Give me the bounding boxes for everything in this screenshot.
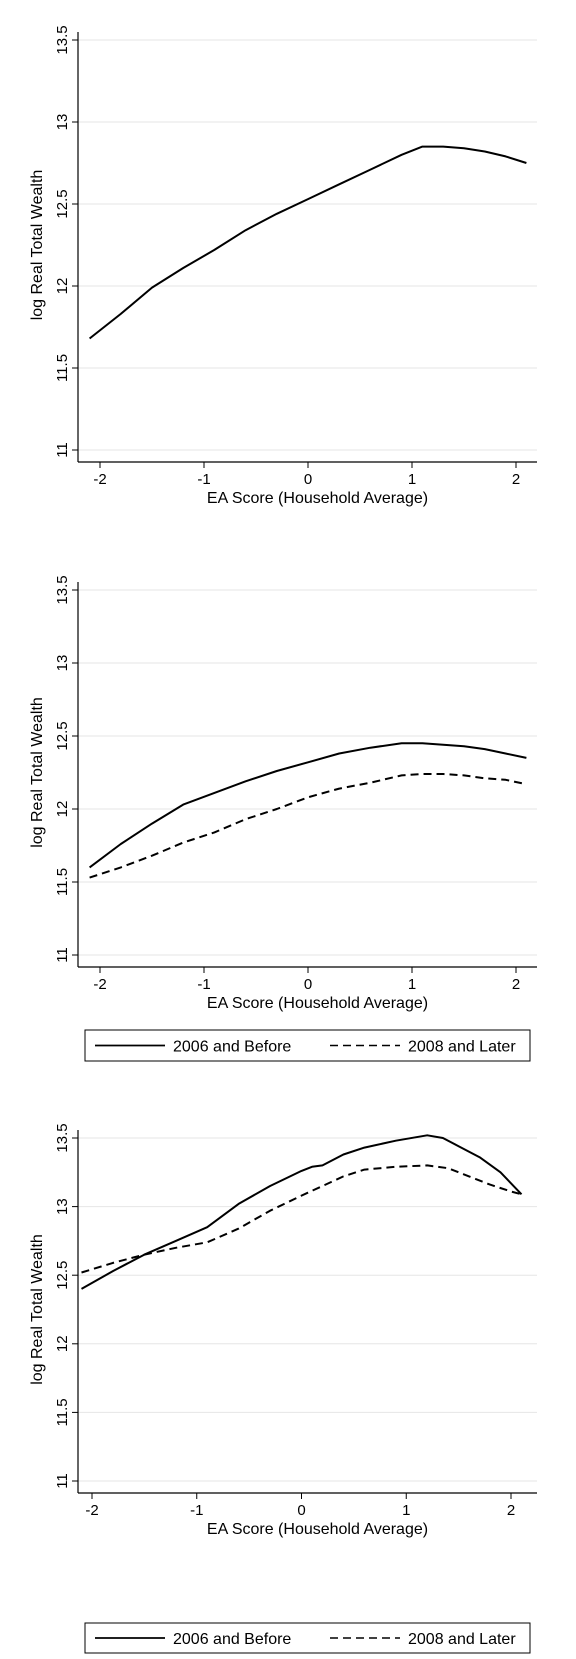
legend-label-1: 2006 and Before — [173, 1631, 291, 1648]
legend: 2006 and Before 2008 and Later — [84, 1622, 531, 1654]
y-axis-label: log Real Total Wealth — [29, 170, 46, 321]
x-tick-label: 0 — [304, 471, 312, 488]
x-tick-label: -2 — [93, 976, 106, 993]
x-tick-label: -1 — [197, 471, 210, 488]
legend-label-2: 2008 and Later — [408, 1039, 516, 1056]
series-line-1 — [88, 742, 527, 869]
legend: 2006 and Before 2008 and Later — [84, 1029, 531, 1062]
x-tick-label: -2 — [93, 471, 106, 488]
y-tick-label: 11.5 — [54, 868, 71, 896]
series-line-1 — [81, 1134, 523, 1290]
y-tick-label: 11.5 — [54, 1398, 71, 1426]
x-tick-label: 1 — [408, 471, 416, 488]
y-tick-label: 12 — [54, 801, 71, 818]
x-tick-label: -2 — [85, 1502, 98, 1519]
y-tick-label: 12.5 — [54, 1261, 71, 1290]
x-tick-label: -1 — [190, 1502, 203, 1519]
x-tick-label: 0 — [297, 1502, 305, 1519]
x-tick-label: 2 — [507, 1502, 515, 1519]
y-axis-label: log Real Total Wealth — [29, 1234, 46, 1385]
x-tick-label: 2 — [512, 976, 520, 993]
x-tick-label: 2 — [512, 471, 520, 488]
y-axis-label: log Real Total Wealth — [29, 697, 46, 848]
y-tick-label: 12.5 — [54, 189, 71, 218]
x-tick-label: 0 — [304, 976, 312, 993]
y-tick-label: 13.5 — [54, 575, 71, 604]
y-tick-label: 11 — [54, 1473, 71, 1489]
series-line-1 — [88, 145, 527, 340]
y-tick-label: 13 — [54, 1198, 71, 1215]
y-tick-label: 13 — [54, 114, 71, 131]
y-tick-label: 11 — [54, 947, 71, 963]
y-tick-label: 11.5 — [54, 354, 71, 382]
y-tick-label: 13 — [54, 655, 71, 672]
y-tick-label: 13.5 — [54, 25, 71, 54]
series-line-2 — [81, 1164, 522, 1274]
series-line-2 — [89, 773, 527, 879]
x-tick-label: 1 — [408, 976, 416, 993]
y-tick-label: 12 — [54, 278, 71, 295]
legend-label-1: 2006 and Before — [173, 1039, 291, 1056]
y-tick-label: 12 — [54, 1335, 71, 1352]
x-axis-label: EA Score (Household Average) — [207, 995, 428, 1012]
x-axis-label: EA Score (Household Average) — [207, 1521, 428, 1538]
x-tick-label: -1 — [197, 976, 210, 993]
y-tick-label: 13.5 — [54, 1123, 71, 1152]
x-tick-label: 1 — [402, 1502, 410, 1519]
legend-label-2: 2008 and Later — [408, 1631, 516, 1648]
y-tick-label: 11 — [54, 442, 71, 458]
y-tick-label: 12.5 — [54, 721, 71, 750]
x-axis-label: EA Score (Household Average) — [207, 490, 428, 507]
